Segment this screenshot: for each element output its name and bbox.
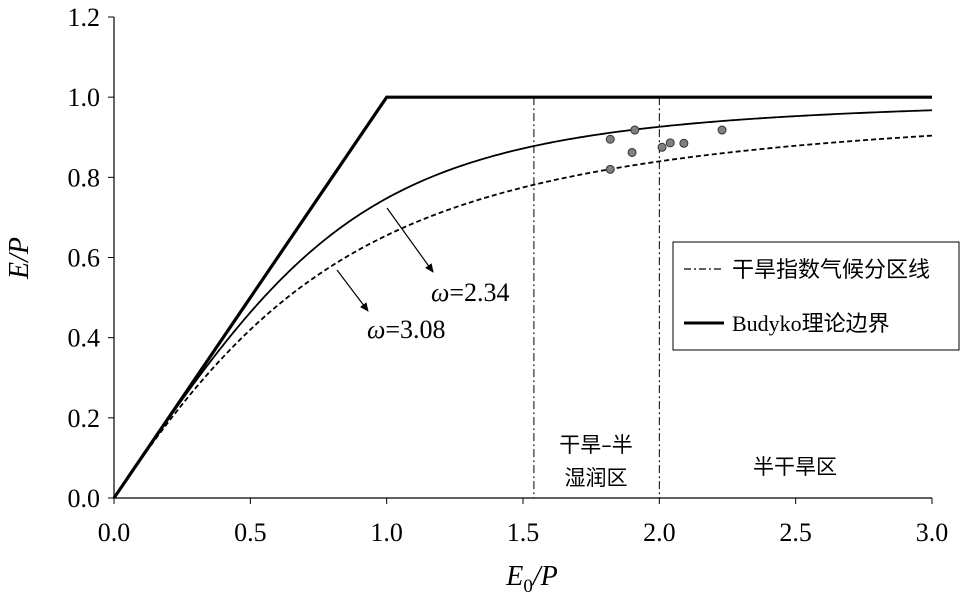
omega-annotations: ω=2.34 ω=3.08 — [336, 207, 510, 344]
x-tick-label: 2.0 — [643, 518, 676, 547]
x-axis-label: E0/P — [505, 561, 558, 596]
y-tick-label: 0.6 — [68, 244, 101, 273]
region-label-arid-semihumid: 干旱–半 — [559, 433, 633, 457]
y-tick-label: 1.2 — [68, 3, 101, 32]
plot-frame — [108, 16, 933, 504]
y-tick-label: 0.4 — [68, 324, 101, 353]
y-tick-label: 0.0 — [68, 484, 101, 513]
data-point — [605, 134, 615, 144]
budyko-boundary-line — [112, 95, 932, 499]
tick-labels: 0.0 0.2 0.4 0.6 0.8 1.0 1.2 0.0 0.5 1.0 1.5 2.0 2.5 3… — [68, 3, 949, 547]
x-tick-label: 1.5 — [507, 518, 540, 547]
data-point — [630, 125, 640, 135]
data-point — [665, 138, 675, 148]
x-tick-label: 0.5 — [234, 518, 267, 547]
y-tick-label: 0.8 — [68, 163, 101, 192]
annotation-omega-3-08: ω=3.08 — [367, 315, 446, 344]
x-tick-label: 1.0 — [370, 518, 403, 547]
data-point — [657, 142, 667, 152]
annotation-arrow-2-34 — [386, 207, 434, 273]
annotation-omega-2-34: ω=2.34 — [431, 278, 510, 307]
region-label-semiarid: 半干旱区 — [753, 455, 837, 479]
legend: 干旱指数气候分区线 Budyko理论边界 — [672, 241, 960, 351]
data-point — [627, 147, 637, 157]
series-layer — [112, 95, 933, 499]
region-labels: 干旱–半 湿润区 半干旱区 — [559, 433, 837, 490]
curve-dashed — [113, 134, 933, 499]
data-point — [717, 125, 727, 135]
legend-label-budyko: Budyko理论边界 — [732, 311, 890, 336]
data-point — [679, 138, 689, 148]
scatter-points — [605, 125, 727, 174]
x-tick-label: 2.5 — [779, 518, 812, 547]
legend-label-divider: 干旱指数气候分区线 — [732, 257, 930, 282]
curve-solid — [113, 109, 933, 499]
x-tick-label: 3.0 — [916, 518, 949, 547]
x-tick-label: 0.0 — [98, 518, 131, 547]
annotation-arrow-3-08 — [336, 269, 369, 312]
legend-box — [672, 241, 960, 351]
y-axis-label: E/P — [4, 237, 35, 280]
y-tick-label: 1.0 — [68, 83, 101, 112]
region-label-arid-semihumid-line2: 湿润区 — [565, 466, 628, 490]
y-tick-label: 0.2 — [68, 404, 101, 433]
data-point — [605, 164, 615, 174]
